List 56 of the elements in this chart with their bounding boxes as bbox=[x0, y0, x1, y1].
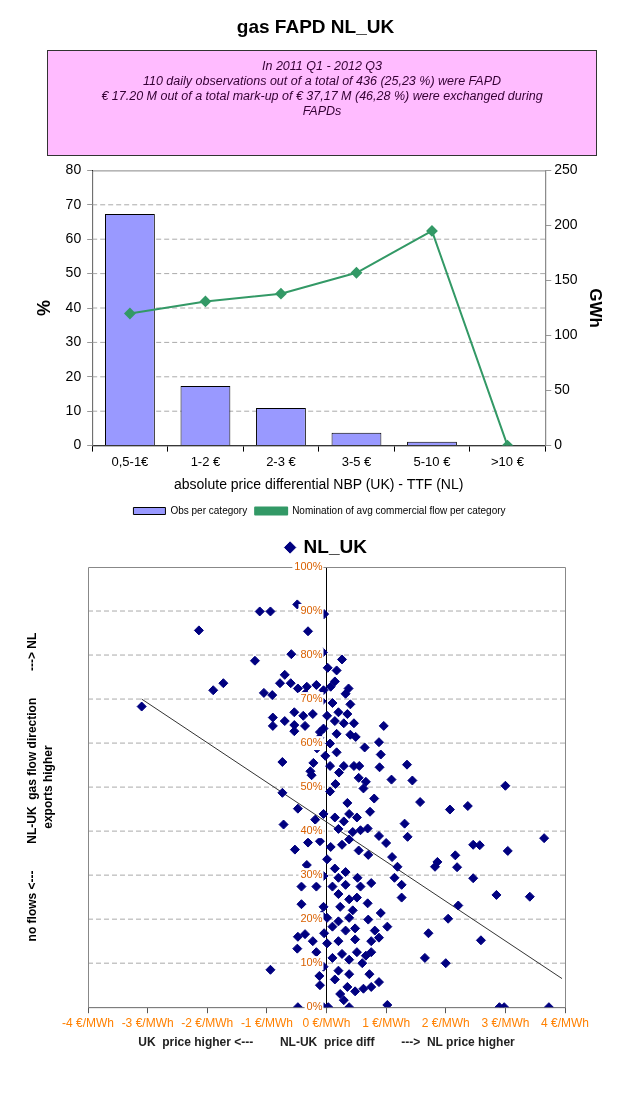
y2-tick-label: 100 bbox=[554, 326, 578, 343]
y2-tick-label: 150 bbox=[554, 271, 578, 288]
y2-tick-label: 0 bbox=[554, 436, 563, 453]
x-tick-label: -4 €/MWh bbox=[61, 1015, 115, 1030]
y-tick-label: 0% bbox=[306, 1000, 323, 1013]
y2-tick-label: 50 bbox=[554, 381, 571, 398]
y-tick-label: 10 bbox=[65, 402, 82, 419]
y-tick-label: 40% bbox=[300, 824, 323, 837]
y-tick-label: 90% bbox=[300, 604, 323, 617]
x-axis-title: UK price higher <--- NL-UK price diff ---> NL price higher bbox=[138, 1035, 516, 1050]
x-tick-label: 0,5-1€ bbox=[111, 453, 150, 469]
y-tick-label: 30 bbox=[65, 333, 82, 350]
x-tick-label: >10 € bbox=[491, 453, 525, 469]
y-axis-title: % bbox=[33, 299, 54, 317]
chart-subtitle: In 2011 Q1 - 2012 Q3 110 daily observations out of a total of 436 (25,23 %) were FAPD € 17.20 M out of a total mark-up of € 37,17 M (46,28 %) were exchanged during FAPDs bbox=[100, 59, 544, 119]
y-tick-label: 20 bbox=[65, 367, 82, 384]
x-tick-label: 2-3 € bbox=[266, 453, 297, 469]
y-tick-label: 70 bbox=[65, 195, 82, 212]
y2-tick-label: 250 bbox=[554, 161, 578, 178]
chart-title: gas FAPD NL_UK bbox=[235, 15, 396, 39]
x-tick-label: 3 €/MWh bbox=[481, 1015, 530, 1030]
x-tick-label: 1-2 € bbox=[190, 453, 222, 469]
point bbox=[199, 295, 211, 307]
y-tick-label: 80 bbox=[65, 161, 82, 178]
y-tick-label: 60 bbox=[65, 230, 82, 247]
y-tick-label: 60% bbox=[300, 736, 323, 749]
legend-label: NL_UK bbox=[303, 535, 368, 557]
legend-label: Nomination of avg commercial flow per category bbox=[292, 504, 506, 516]
point bbox=[426, 225, 438, 237]
point bbox=[350, 267, 362, 279]
y-axis-title: no flows <--- NL-UK gas flow direction ---> NL exports higher bbox=[25, 632, 56, 942]
x-tick-label: 4 €/MWh bbox=[540, 1015, 590, 1030]
x-tick-label: 1 €/MWh bbox=[362, 1015, 411, 1030]
x-tick-label: 3-5 € bbox=[341, 453, 373, 469]
x-tick-label: 5-10 € bbox=[413, 453, 452, 469]
x-axis-title: absolute price differential NBP (UK) - TTF (NL) bbox=[173, 476, 464, 493]
x-tick-label: -3 €/MWh bbox=[121, 1015, 174, 1030]
y-tick-label: 20% bbox=[300, 912, 323, 925]
y-tick-label: 70% bbox=[300, 692, 323, 705]
y2-axis-title: GWh bbox=[586, 288, 606, 328]
point bbox=[275, 288, 287, 300]
y2-tick-label: 200 bbox=[554, 216, 578, 233]
x-tick-label: -1 €/MWh bbox=[240, 1015, 293, 1030]
y-tick-label: 40 bbox=[65, 298, 82, 315]
y-tick-label: 0 bbox=[73, 436, 82, 453]
legend-label: Obs per category bbox=[170, 504, 248, 516]
y-tick-label: 80% bbox=[300, 648, 323, 661]
y-tick-label: 30% bbox=[300, 868, 323, 881]
x-tick-label: 2 €/MWh bbox=[421, 1015, 470, 1030]
x-tick-label: -2 €/MWh bbox=[181, 1015, 234, 1030]
y-tick-label: 50 bbox=[65, 264, 82, 281]
y-tick-label: 100% bbox=[294, 560, 323, 573]
x-tick-label: 0 €/MWh bbox=[302, 1015, 351, 1030]
y-tick-label: 10% bbox=[300, 956, 323, 969]
y-tick-label: 50% bbox=[300, 780, 323, 793]
point bbox=[124, 308, 136, 319]
